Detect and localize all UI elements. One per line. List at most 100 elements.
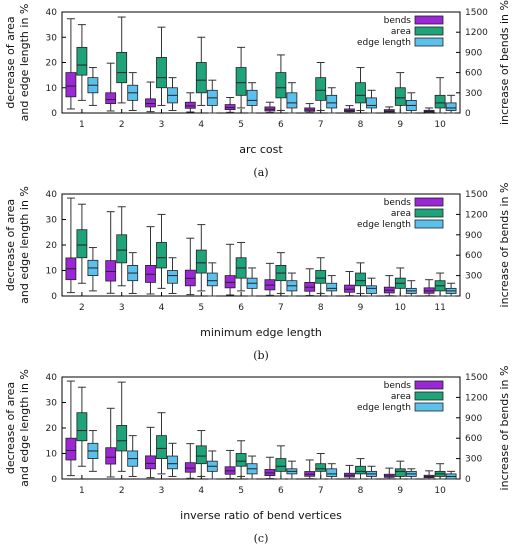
y-left-tick-label: 30 xyxy=(46,33,58,43)
x-tick-label: 9 xyxy=(397,486,403,496)
box-iqr xyxy=(275,458,287,472)
box-edge-length xyxy=(286,460,298,480)
box-bends xyxy=(344,464,355,480)
x-tick-label: 1 xyxy=(79,120,85,130)
box-bends xyxy=(264,262,276,296)
box-iqr xyxy=(224,104,236,111)
box-iqr xyxy=(76,229,88,259)
box-iqr xyxy=(65,437,77,461)
box-bends xyxy=(264,101,276,113)
box-bends xyxy=(224,449,236,479)
box-iqr xyxy=(195,445,207,465)
box-area xyxy=(275,445,287,480)
x-tick-label: 3 xyxy=(119,303,125,313)
y-right-tick-label: 0 xyxy=(465,109,471,119)
box-iqr xyxy=(326,468,338,477)
legend-label: bends xyxy=(384,16,412,26)
y-right-tick-label: 0 xyxy=(465,475,471,485)
chart-panel-3: 0 10 20 30 40 0 300 600 900 1200 1500 1 2 3 4 5 6 7 8 9 10 be… xyxy=(4,366,511,545)
x-tick-label: 8 xyxy=(318,303,324,313)
box-edge-length xyxy=(445,94,457,114)
box-area xyxy=(275,252,287,294)
box-area xyxy=(156,26,167,106)
box-bends xyxy=(344,271,355,297)
x-tick-label: 10 xyxy=(434,120,446,130)
y-right-axis-label: increase of bends in % xyxy=(498,366,511,491)
x-tick-label: 9 xyxy=(397,120,403,130)
box-iqr xyxy=(246,89,258,106)
box-edge-length xyxy=(366,465,377,480)
box-area xyxy=(76,24,88,101)
box-edge-length xyxy=(206,79,218,114)
y-left-tick-label: 0 xyxy=(51,109,57,119)
box-bends xyxy=(423,107,435,114)
box-bends xyxy=(344,105,355,114)
box-bends xyxy=(145,226,156,295)
legend-swatch xyxy=(414,197,444,207)
box-area xyxy=(355,458,366,480)
box-area xyxy=(355,262,366,294)
box-area xyxy=(116,16,128,104)
y-left-tick-label: 20 xyxy=(46,241,58,251)
box-edge-length xyxy=(405,92,417,114)
box-iqr xyxy=(394,87,406,106)
box-area xyxy=(76,203,88,284)
box-bends xyxy=(304,268,316,296)
x-tick-label: 8 xyxy=(358,486,364,496)
box-edge-length xyxy=(246,82,258,114)
box-bends xyxy=(184,443,196,479)
box-edge-length xyxy=(87,430,99,472)
box-iqr xyxy=(366,97,377,109)
panel-caption: (a) xyxy=(253,166,268,179)
x-tick-label: 6 xyxy=(238,303,244,313)
legend-label: area xyxy=(391,27,411,37)
x-axis-label: inverse ratio of bend vertices xyxy=(180,509,342,522)
y-left-tick-label: 30 xyxy=(46,399,58,409)
box-iqr xyxy=(76,46,88,76)
box-iqr xyxy=(326,282,338,292)
box-bends xyxy=(383,467,395,480)
x-tick-label: 7 xyxy=(318,120,324,130)
y-left-tick-label: 30 xyxy=(46,216,58,226)
box-iqr xyxy=(184,101,196,109)
x-axis-label: arc cost xyxy=(239,143,283,156)
box-edge-length xyxy=(366,89,377,114)
y-left-axis-label-line1: decrease of area xyxy=(4,382,17,474)
box-bends xyxy=(184,237,196,296)
box-iqr xyxy=(235,453,247,467)
box-bends xyxy=(264,456,276,480)
legend-label: edge length xyxy=(357,38,411,48)
box-edge-length xyxy=(206,450,218,480)
box-iqr xyxy=(355,82,366,104)
box-edge-length xyxy=(286,82,298,114)
box-area xyxy=(315,62,327,111)
y-right-tick-label: 1200 xyxy=(465,28,488,38)
legend-swatch xyxy=(414,37,444,47)
box-iqr xyxy=(315,77,327,101)
x-tick-label: 3 xyxy=(159,120,165,130)
box-area xyxy=(394,72,406,114)
box-bends xyxy=(423,470,435,480)
box-bends xyxy=(105,62,117,112)
x-axis-label: minimum edge length xyxy=(200,326,322,339)
box-edge-length xyxy=(87,247,99,292)
x-tick-label: 9 xyxy=(358,303,364,313)
x-tick-label: 5 xyxy=(238,486,244,496)
box-iqr xyxy=(224,275,236,289)
legend-label: area xyxy=(391,209,411,219)
y-right-tick-label: 300 xyxy=(465,272,482,282)
box-area xyxy=(156,213,167,289)
box-area xyxy=(315,453,327,480)
box-edge-length xyxy=(445,282,457,297)
box-bends xyxy=(304,103,316,114)
x-tick-label: 1 xyxy=(79,486,85,496)
box-bends xyxy=(105,407,117,478)
box-edge-length xyxy=(167,77,178,111)
box-iqr xyxy=(445,102,457,111)
box-area xyxy=(434,463,446,480)
x-tick-label: 8 xyxy=(358,120,364,130)
box-bends xyxy=(65,197,77,294)
box-bends xyxy=(65,18,77,110)
y-left-tick-label: 0 xyxy=(51,475,57,485)
y-right-tick-label: 1500 xyxy=(465,373,488,383)
